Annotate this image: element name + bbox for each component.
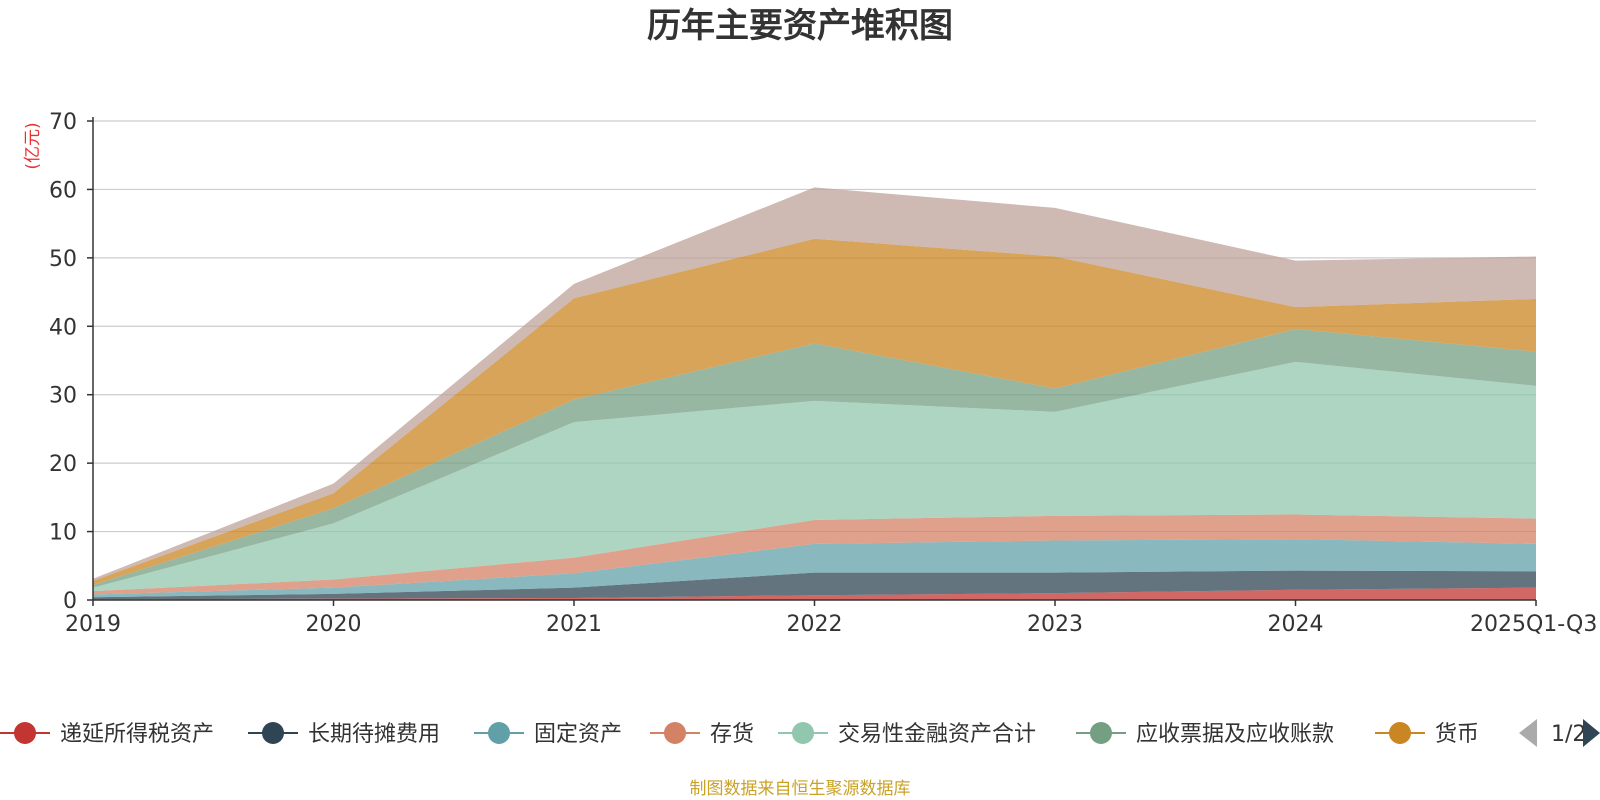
legend-marker-icon bbox=[262, 722, 284, 744]
legend-label: 固定资产 bbox=[534, 722, 622, 747]
source-note: 制图数据来自恒生聚源数据库 bbox=[690, 779, 911, 799]
area-series-1[interactable] bbox=[93, 570, 1536, 600]
legend: 递延所得税资产 长期待摊费用 固定资产 存货 交易性金融资产合计 应收票据及应收账款 货币 1… bbox=[0, 719, 1600, 747]
area-series-4[interactable] bbox=[93, 361, 1536, 592]
legend-item[interactable]: 货币 bbox=[1375, 722, 1479, 747]
x-tick-label: 2021 bbox=[546, 612, 602, 637]
area-series-5[interactable] bbox=[93, 329, 1536, 588]
legend-label: 存货 bbox=[710, 722, 754, 747]
legend-item[interactable]: 应收票据及应收账款 bbox=[1076, 722, 1334, 747]
legend-marker-icon bbox=[792, 722, 814, 744]
legend-label: 交易性金融资产合计 bbox=[838, 722, 1036, 747]
legend-prev-page-icon[interactable] bbox=[1519, 719, 1537, 747]
y-tick-label: 30 bbox=[49, 384, 77, 409]
legend-item[interactable]: 长期待摊费用 bbox=[248, 722, 440, 747]
legend-next-page-icon[interactable] bbox=[1583, 719, 1600, 747]
legend-marker-icon bbox=[1389, 722, 1411, 744]
x-tick-label: 2024 bbox=[1268, 612, 1324, 637]
axes: 0 10 20 30 40 50 60 70 2019 2020 2021 2022 2023 2024 2… bbox=[49, 110, 1597, 637]
legend-marker-icon bbox=[14, 722, 36, 744]
y-axis-unit-label: (亿元) bbox=[23, 122, 43, 169]
chart-title: 历年主要资产堆积图 bbox=[647, 6, 953, 46]
legend-label: 递延所得税资产 bbox=[60, 722, 214, 747]
legend-item[interactable]: 存货 bbox=[650, 722, 754, 747]
y-tick-label: 60 bbox=[49, 178, 77, 203]
y-tick-label: 10 bbox=[49, 521, 77, 546]
y-tick-label: 20 bbox=[49, 452, 77, 477]
y-tick-label: 40 bbox=[49, 315, 77, 340]
legend-item[interactable]: 固定资产 bbox=[474, 722, 622, 747]
legend-label: 货币 bbox=[1435, 722, 1479, 747]
legend-page-indicator: 1/2 bbox=[1551, 722, 1586, 747]
legend-item[interactable]: 递延所得税资产 bbox=[0, 722, 214, 747]
y-tick-label: 0 bbox=[63, 589, 77, 614]
x-tick-label: 2023 bbox=[1027, 612, 1083, 637]
area-series-0[interactable] bbox=[93, 587, 1536, 600]
x-tick-label: 2022 bbox=[787, 612, 843, 637]
y-tick-label: 50 bbox=[49, 247, 77, 272]
legend-item[interactable]: 交易性金融资产合计 bbox=[778, 722, 1036, 747]
legend-marker-icon bbox=[488, 722, 510, 744]
area-series-2[interactable] bbox=[93, 539, 1536, 598]
legend-marker-icon bbox=[664, 722, 686, 744]
area-series-group bbox=[93, 187, 1536, 600]
y-tick-label: 70 bbox=[49, 110, 77, 135]
area-series-6[interactable] bbox=[93, 238, 1536, 585]
x-tick-label: 2019 bbox=[65, 612, 121, 637]
area-series-3[interactable] bbox=[93, 514, 1536, 595]
legend-label: 长期待摊费用 bbox=[308, 722, 440, 747]
x-tick-label: 2020 bbox=[306, 612, 362, 637]
legend-label: 应收票据及应收账款 bbox=[1136, 722, 1334, 747]
x-tick-label: 2025Q1-Q3 bbox=[1470, 612, 1597, 637]
legend-marker-icon bbox=[1090, 722, 1112, 744]
